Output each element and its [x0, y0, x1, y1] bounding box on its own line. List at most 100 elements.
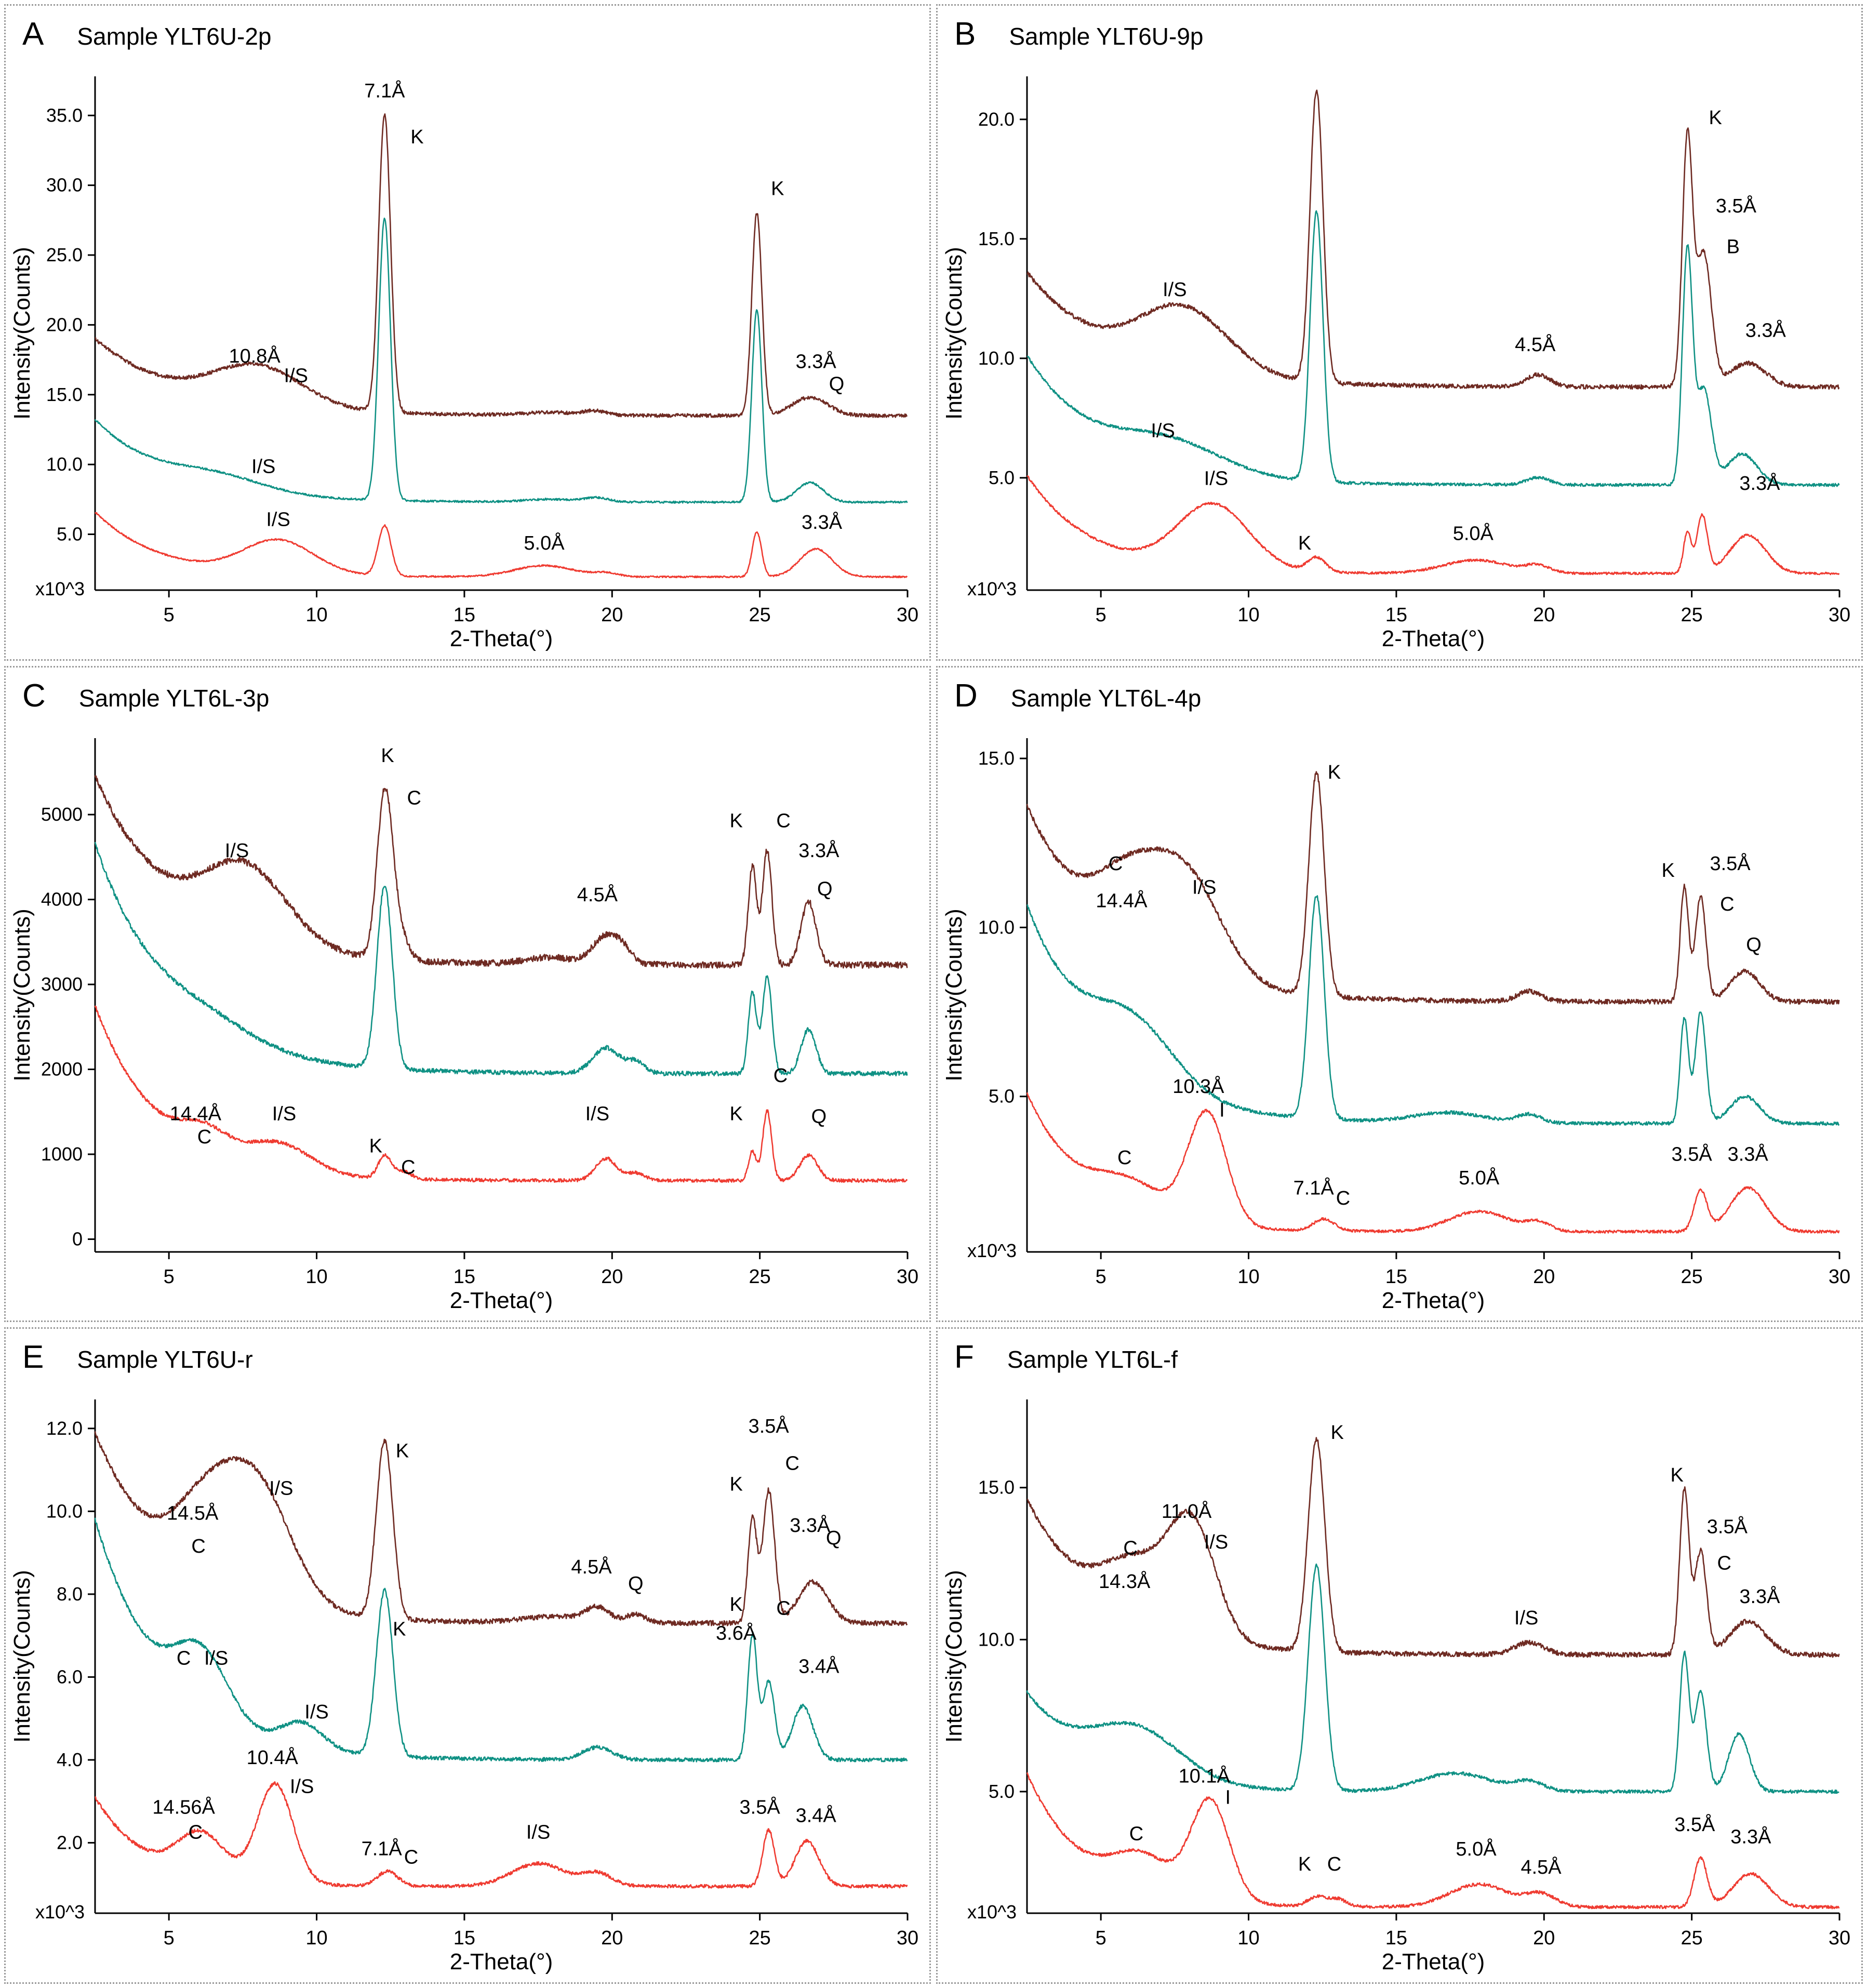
peak-label: 4.5Å: [577, 883, 618, 906]
xrd-trace-top: [1027, 1438, 1839, 1658]
peak-label: 5.0Å: [1459, 1166, 1500, 1189]
y-axis-label: Intensity(Counts): [941, 247, 967, 420]
peak-label: K: [729, 1594, 742, 1616]
peak-label: 4.5Å: [1515, 333, 1556, 356]
peak-label: 5.0Å: [524, 531, 565, 554]
x-tick-label: 20: [1533, 1266, 1555, 1288]
peak-label: Q: [811, 1105, 827, 1127]
peak-label: I/S: [290, 1776, 314, 1798]
x-tick-label: 30: [1829, 1927, 1850, 1949]
x-tick-label: 15: [1385, 604, 1407, 626]
peak-label: Q: [1746, 934, 1762, 956]
y-tick-label: 1000: [41, 1143, 83, 1165]
peak-label: Q: [826, 1527, 842, 1549]
y-tick-label: 10.0: [978, 1629, 1015, 1650]
peak-label: C: [404, 1847, 418, 1869]
peak-label: C: [774, 1065, 788, 1087]
peak-label: I/S: [266, 509, 290, 530]
x-tick-label: 15: [454, 1927, 475, 1949]
x-tick-label: 25: [749, 1266, 770, 1288]
peak-label: C: [401, 1156, 415, 1178]
peak-label: K: [1328, 762, 1341, 783]
y-tick-label: 5.0: [989, 467, 1015, 488]
panel-b: B Sample YLT6U-9p 5.0 10.0 15.0 20.0 5 10 15 20…: [936, 4, 1863, 661]
peak-label: C: [1117, 1146, 1131, 1168]
x-tick-label: 5: [1096, 1927, 1106, 1949]
peak-label: I/S: [204, 1648, 228, 1670]
peak-label: 3.3Å: [798, 839, 839, 862]
peak-label: C: [189, 1822, 203, 1844]
xrd-trace-top: [95, 775, 907, 968]
panel-a-header: A Sample YLT6U-2p: [6, 6, 929, 52]
peak-label: I/S: [585, 1103, 609, 1125]
xrd-trace-middle: [1027, 896, 1839, 1125]
y-tick-label: 10.0: [978, 916, 1015, 938]
y-tick-label: 4000: [41, 888, 83, 910]
peak-label: 14.3Å: [1099, 1570, 1151, 1593]
peak-label: C: [1109, 852, 1123, 874]
peak-label: 5.0Å: [1453, 522, 1494, 544]
peak-label: I/S: [526, 1822, 550, 1844]
panel-f: F Sample YLT6L-f 5.0 10.0 15.0 5 10 15 20 25 30 2…: [936, 1327, 1863, 1984]
xrd-trace-bottom: [1027, 1773, 1839, 1909]
panel-letter: E: [22, 1341, 44, 1373]
y-tick-label: 15.0: [978, 1477, 1015, 1498]
panel-f-header: F Sample YLT6L-f: [938, 1329, 1861, 1376]
y-scale-note: x10^3: [967, 1901, 1017, 1923]
x-axis-label: 2-Theta(°): [450, 1949, 553, 1974]
peak-label: 3.3Å: [1745, 318, 1786, 341]
xrd-plot-b: 5.0 10.0 15.0 20.0 5 10 15 20 25 30 2-Theta(°) Inte…: [938, 52, 1861, 659]
peak-label: I/S: [1204, 1531, 1228, 1553]
x-tick-label: 20: [601, 1927, 623, 1949]
peak-label: 3.5Å: [1710, 851, 1751, 874]
peak-label: C: [1720, 893, 1734, 915]
x-tick-label: 30: [1829, 604, 1850, 626]
y-tick-label: 5.0: [989, 1781, 1015, 1802]
x-axis-label: 2-Theta(°): [1382, 1949, 1485, 1974]
y-tick-label: 10.0: [978, 348, 1015, 369]
y-tick-label: 5.0: [57, 524, 83, 545]
peak-label: K: [381, 744, 394, 766]
peak-label: 7.1Å: [1293, 1176, 1335, 1199]
x-tick-label: 15: [454, 1266, 475, 1288]
x-tick-label: 25: [1681, 1266, 1702, 1288]
panel-title: Sample YLT6L-3p: [79, 686, 270, 710]
y-scale-note: x10^3: [35, 578, 85, 599]
panel-d: D Sample YLT6L-4p 5.0 10.0 15.0 5 10 15 20 25 30…: [936, 666, 1863, 1323]
peak-label: 10.1Å: [1179, 1765, 1231, 1787]
peak-label: 5.0Å: [1456, 1837, 1497, 1860]
x-tick-label: 30: [897, 1266, 918, 1288]
x-tick-label: 5: [164, 1927, 175, 1949]
x-tick-label: 30: [1829, 1266, 1850, 1288]
peak-label: K: [396, 1440, 409, 1462]
x-tick-label: 10: [1237, 604, 1259, 626]
y-tick-label: 20.0: [46, 314, 83, 335]
peak-label: K: [1330, 1422, 1343, 1444]
peak-label: K: [393, 1619, 406, 1640]
x-tick-label: 5: [164, 1266, 175, 1288]
peak-label: 14.4Å: [1096, 889, 1148, 912]
peak-label: C: [1336, 1188, 1350, 1209]
peak-label: K: [1709, 107, 1722, 129]
panel-b-header: B Sample YLT6U-9p: [938, 6, 1861, 52]
y-tick-label: 6.0: [57, 1666, 83, 1688]
peak-label: C: [407, 787, 421, 809]
peak-label: C: [1717, 1553, 1731, 1575]
peak-label: 4.5Å: [1521, 1856, 1562, 1878]
panel-e: E Sample YLT6U-r 2.0 4.0 6.0 8.0 10.0 12.0 5 10…: [4, 1327, 931, 1984]
x-tick-label: 5: [164, 604, 175, 626]
peak-label: I/S: [269, 1478, 293, 1500]
xrd-trace-middle: [95, 218, 907, 503]
panel-a: A Sample YLT6U-2p 5.0 10.0 15.0 20.0 25.0 30.…: [4, 4, 931, 661]
x-tick-label: 30: [897, 1927, 918, 1949]
x-tick-label: 20: [1533, 1927, 1555, 1949]
peak-label: 3.5Å: [1716, 194, 1757, 217]
xrd-plot-f: 5.0 10.0 15.0 5 10 15 20 25 30 2-Theta(°) Intensit…: [938, 1376, 1861, 1982]
peak-label: 7.1Å: [364, 79, 405, 102]
peak-label: Q: [817, 878, 833, 900]
y-axis-label: Intensity(Counts): [941, 1570, 967, 1743]
peak-label: I/S: [304, 1701, 328, 1723]
xrd-trace-top: [95, 114, 907, 417]
peak-label: K: [729, 1103, 742, 1125]
y-tick-label: 15.0: [978, 748, 1015, 769]
